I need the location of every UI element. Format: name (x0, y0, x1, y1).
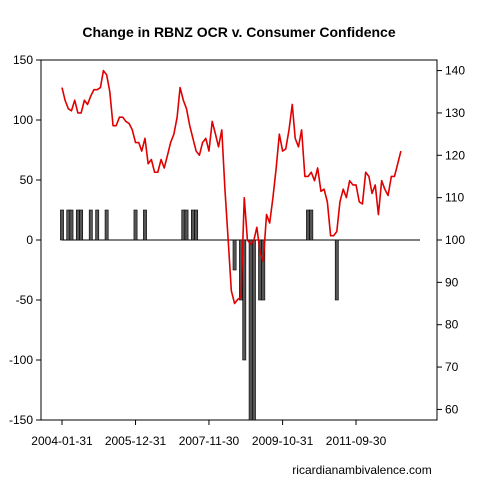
ocr-bar-15 (232, 239, 237, 271)
left-axis-tick-label: 0 (26, 233, 33, 247)
left-axis-tick-label: 150 (13, 53, 33, 67)
ocr-bar-5 (79, 209, 84, 241)
ocr-bar-19 (252, 239, 256, 421)
right-axis-tick-label: 140 (445, 64, 465, 78)
right-axis-tick-label: 80 (445, 318, 459, 332)
ocr-bar-2 (66, 209, 71, 241)
ocr-bar-21 (261, 239, 266, 301)
ocr-bar-13 (190, 209, 195, 241)
ocr-bar-6 (88, 209, 93, 241)
x-axis: 2004-01-31 2005-12-31 2007-11-30 2009-10-31… (31, 420, 387, 448)
ocr-bar-7 (95, 209, 100, 241)
ocr-bar-12 (184, 209, 189, 241)
left-axis-tick-label: 50 (20, 173, 34, 187)
left-axis: -150 -100 -50 0 50 100 150 (9, 53, 41, 427)
ocr-bar-1 (60, 209, 64, 241)
consumer-confidence-line (61, 69, 402, 305)
right-axis: 60 70 80 90 100 110 120 130 140 (437, 64, 465, 416)
right-axis-tick-label: 70 (445, 360, 459, 374)
right-axis-tick-label: 110 (445, 191, 464, 205)
ocr-bar-17 (242, 239, 247, 361)
ocr-change-bars (60, 209, 339, 421)
left-axis-tick-label: -150 (9, 413, 33, 427)
x-axis-tick-label: 2005-12-31 (105, 434, 167, 448)
right-axis-tick-label: 100 (445, 233, 465, 247)
credit-text: ricardianambivalence.com (292, 463, 431, 477)
left-axis-tick-label: -100 (9, 353, 33, 367)
ocr-bar-11 (181, 209, 186, 241)
right-axis-tick-label: 120 (445, 148, 465, 162)
ocr-bar-4 (75, 209, 80, 241)
right-axis-tick-label: 60 (445, 402, 459, 416)
ocr-bar-23 (309, 209, 314, 241)
x-axis-tick-label: 2011-09-30 (326, 434, 387, 448)
ocr-bar-24 (334, 239, 339, 301)
ocr-bar-14 (194, 209, 199, 241)
ocr-bar-10 (143, 209, 147, 241)
left-axis-tick-label: -50 (16, 293, 34, 307)
ocr-bar-8 (104, 209, 109, 241)
plot-area (40, 59, 438, 421)
right-axis-tick-label: 90 (445, 275, 459, 289)
ocr-bar-3 (69, 209, 74, 241)
x-axis-tick-label: 2004-01-31 (31, 434, 93, 448)
left-axis-tick-label: 100 (13, 113, 33, 127)
ocr-bar-9 (133, 209, 138, 241)
right-axis-tick-label: 130 (445, 106, 465, 120)
ocr-bar-18 (248, 239, 253, 421)
x-axis-tick-label: 2007-11-30 (179, 434, 240, 448)
chart-title: Change in RBNZ OCR v. Consumer Confidenc… (82, 24, 395, 40)
ocr-bar-22 (306, 209, 310, 241)
x-axis-tick-label: 2009-10-31 (252, 434, 314, 448)
